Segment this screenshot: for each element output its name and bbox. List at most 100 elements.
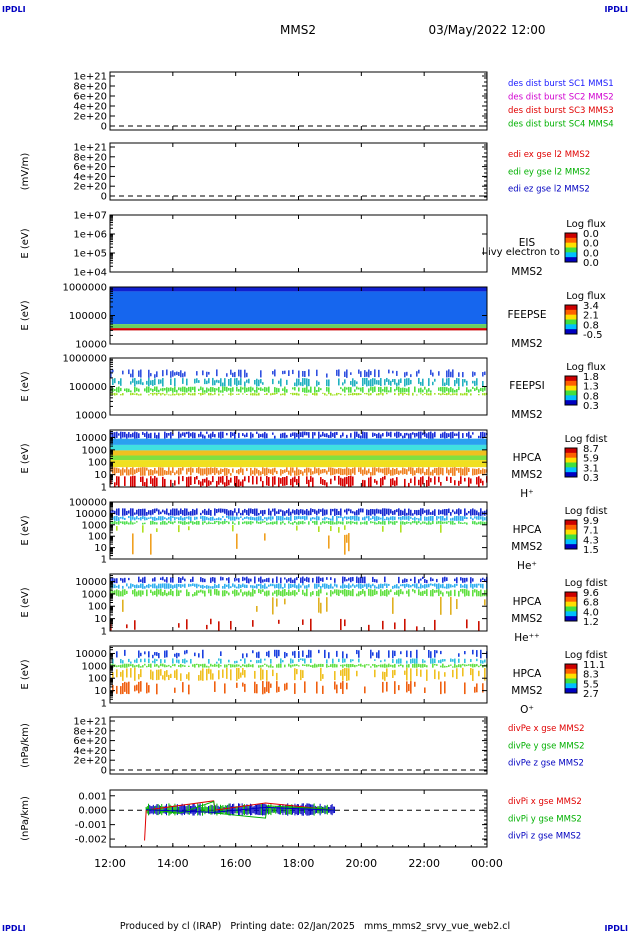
heatmap-band-4 (132, 533, 350, 555)
legend-entry: des dist burst SC2 MMS2 (508, 92, 614, 102)
colorbar-tick-label: 8.7 (583, 444, 599, 455)
colorbar (564, 304, 578, 335)
y-tick-label: 4e+20 (73, 172, 107, 183)
heatmap-band-2 (110, 520, 488, 525)
colorbar-tick-label: 2.1 (583, 311, 599, 322)
y-tick-label: 10000 (75, 340, 107, 351)
heatmap-band-1 (110, 583, 488, 589)
series-0 (144, 800, 334, 841)
colorbar-tick-label: 6.8 (583, 598, 599, 609)
colorbar-title: Log flux (566, 219, 606, 230)
heatmap-band-4 (112, 681, 484, 695)
x-tick-label: 22:00 (408, 857, 440, 870)
species-label: O⁺ (520, 704, 534, 716)
series-2 (146, 806, 335, 813)
legend-entry: edi ez gse l2 MMS2 (508, 185, 590, 195)
panel-frame (109, 142, 488, 201)
heatmap-band-4 (110, 455, 487, 461)
heatmap-band-1 (110, 291, 487, 325)
spacecraft-label: MMS2 (511, 541, 542, 553)
y-tick-label: 10000 (75, 509, 107, 520)
colorbar-tick-label: 9.6 (583, 588, 599, 599)
heatmap-band-7 (110, 475, 488, 487)
heatmap-band-3 (110, 328, 487, 331)
corner-label-top-right: IPDLI (604, 5, 628, 14)
y-tick-label: 100 (88, 458, 107, 469)
time-axis: 12:00 14:00 16:00 18:00 20:00 22:00 00:00 (94, 72, 503, 870)
y-tick-label: 1e+05 (73, 249, 107, 260)
heatmap-band-5 (110, 460, 487, 468)
panel-feeps-i: 1000000 100000 10000 E (eV) FEEPSI MMS2 Log fl… (20, 354, 606, 422)
y-tick-label: 1e+21 (73, 72, 107, 83)
colorbar-tick-label: 1.8 (583, 372, 599, 383)
y-tick-label: 100000 (69, 311, 107, 322)
colorbar-tick-label: 4.0 (583, 607, 599, 618)
panel-frame (109, 214, 488, 273)
y-axis-label: E (eV) (20, 371, 31, 401)
heatmap-band-6 (110, 467, 488, 476)
colorbar (564, 519, 578, 550)
date-time-title: 03/May/2022 12:00 (428, 23, 545, 37)
colorbar-title: Log fdist (565, 578, 608, 589)
colorbar-tick-label: 0.0 (583, 229, 599, 240)
y-tick-label: 10000 (75, 649, 107, 660)
y-axis-label: E (eV) (20, 443, 31, 473)
heatmap-band-0 (110, 369, 486, 378)
y-axis-label: E (eV) (20, 300, 31, 330)
colorbar-tick-label: 1.3 (583, 382, 599, 393)
heatmap-band-2 (110, 663, 488, 668)
heatmap-band-3 (110, 392, 488, 396)
y-tick-label: 1000 (82, 520, 107, 531)
panel-frame (109, 716, 488, 775)
y-tick-label: 1000 (82, 661, 107, 672)
species-label: He⁺ (517, 560, 537, 572)
heatmap-band-1 (112, 377, 484, 387)
colorbar-tick-label: 2.7 (583, 689, 599, 700)
colorbar-tick-label: 0.0 (583, 258, 599, 269)
species-label: He⁺⁺ (514, 632, 539, 644)
y-tick-label: 1 (101, 699, 107, 710)
overlay-text: l ivy electron to (482, 247, 560, 258)
y-tick-label: 10 (94, 543, 107, 554)
colorbar-title: Log flux (566, 362, 606, 373)
instrument-label: EIS (519, 237, 536, 249)
y-tick-label: 1 (101, 555, 107, 566)
y-tick-label: 4e+20 (73, 102, 107, 113)
heatmap-band-0 (110, 508, 488, 516)
colorbar-tick-label: 4.3 (583, 535, 599, 546)
colorbar-tick-label: -0.5 (583, 330, 603, 341)
y-tick-label: 1000000 (62, 283, 107, 294)
y-tick-label: 0.001 (78, 791, 107, 802)
heatmap-band-1 (110, 515, 488, 521)
y-tick-label: 8e+20 (73, 726, 107, 737)
y-tick-label: 100000 (69, 382, 107, 393)
heatmap-band-0 (110, 431, 488, 439)
y-axis-label: (nPa/km) (20, 723, 31, 768)
colorbar (564, 375, 578, 406)
y-tick-label: 0 (101, 766, 107, 777)
y-tick-label: 0 (101, 122, 107, 133)
species-label: H⁺ (520, 488, 533, 500)
colorbar-tick-label: 3.1 (583, 463, 599, 474)
corner-label-bottom-right: IPDLI (604, 924, 628, 933)
y-tick-label: -0.001 (75, 820, 107, 831)
colorbar-tick-label: 11.1 (583, 660, 605, 671)
heatmap-band-1 (110, 438, 487, 445)
colorbar-tick-label: 0.0 (583, 248, 599, 259)
colorbar (564, 447, 578, 478)
y-tick-label: 10 (94, 614, 107, 625)
instrument-label: FEEPSI (509, 380, 544, 392)
y-tick-label: 1e+21 (73, 143, 107, 154)
y-tick-label: 0.000 (78, 806, 107, 817)
heatmap-band-2 (110, 588, 488, 597)
y-tick-label: 2e+20 (73, 182, 107, 193)
heatmap-band-3 (122, 596, 486, 615)
legend-entry: divPi z gse MMS2 (508, 832, 581, 842)
colorbar-tick-label: 1.2 (583, 617, 599, 628)
